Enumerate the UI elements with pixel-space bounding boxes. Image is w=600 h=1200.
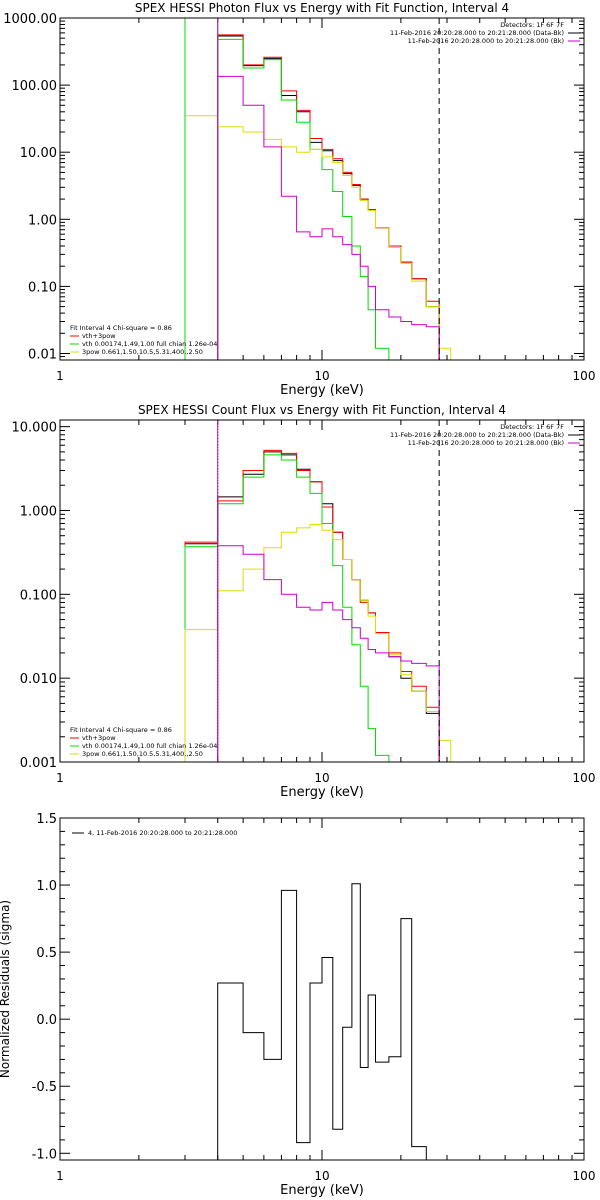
- y-tick-label: 1.00: [28, 213, 57, 228]
- series-line-4: [184, 524, 465, 762]
- x-tick-label: 10: [314, 1169, 329, 1183]
- series-group: [184, 34, 465, 360]
- legend-fit-text: 3pow 0.661,1.50,10.5,5.31,400.,2.50: [82, 348, 203, 356]
- y-tick-label: 0.01: [28, 347, 57, 362]
- y-tick-label: 0.100: [20, 588, 57, 603]
- series-line-4: [184, 115, 465, 360]
- series-line-2: [217, 34, 440, 360]
- legend-fit-text: vth 0.00174,1.49,1.00 full chian 1.26e-0…: [82, 340, 217, 348]
- legend-top-text: Detectors: 1F 6F 7F: [500, 423, 564, 431]
- legend-top-text: 11-Feb-2016 20:20:28.000 to 20:21:28.000…: [408, 439, 564, 447]
- legend-fit-text: Fit Interval 4 Chi-square = 0.86: [70, 726, 172, 734]
- x-axis-ticks: [59, 818, 585, 1160]
- y-axis-ticks: [60, 426, 584, 763]
- y-tick-label: 0.0: [36, 1013, 57, 1028]
- x-axis-ticks: [59, 18, 585, 360]
- x-axis-label: Energy (keV): [280, 785, 364, 800]
- x-tick-label: 100: [573, 1169, 596, 1183]
- y-tick-label: 1.0: [36, 879, 57, 894]
- y-tick-label: 1000.00: [3, 12, 57, 27]
- y-tick-label: 0.10: [28, 280, 57, 295]
- legend-top-text: 11-Feb-2016 20:20:28.000 to 20:21:28.000…: [390, 431, 564, 439]
- chart-panel-1: SPEX HESSI Photon Flux vs Energy with Fi…: [3, 1, 595, 398]
- x-axis-label: Energy (keV): [280, 1183, 364, 1198]
- y-tick-label: 0.010: [20, 672, 57, 687]
- series-group: [217, 883, 427, 1160]
- chart-panel-2: SPEX HESSI Count Flux vs Energy with Fit…: [12, 403, 596, 800]
- legend-top-text: Detectors: 1F 6F 7F: [500, 21, 564, 29]
- y-tick-label: -0.5: [32, 1080, 57, 1095]
- x-tick-label: 100: [573, 771, 596, 785]
- y-tick-label: 10.00: [20, 146, 57, 161]
- y-axis-label: Normalized Residuals (sigma): [0, 900, 12, 1078]
- plot-frame: [59, 419, 585, 763]
- legend-fit-text: vth 0.00174,1.49,1.00 full chian 1.26e-0…: [82, 742, 217, 750]
- legend-top-text: 11-Feb-2016 20:20:28.000 to 20:21:28.000…: [390, 29, 564, 37]
- chart-title: SPEX HESSI Count Flux vs Energy with Fit…: [138, 403, 506, 417]
- x-tick-label: 1: [56, 771, 64, 785]
- chart-title: SPEX HESSI Photon Flux vs Energy with Fi…: [135, 1, 509, 15]
- plot-frame: [59, 817, 585, 1161]
- x-axis-ticks: [59, 420, 585, 762]
- y-tick-label: 100.00: [12, 79, 58, 94]
- y-tick-label: 10.000: [12, 421, 58, 436]
- legend-fit-text: vth+3pow: [82, 332, 116, 340]
- series-line-1: [184, 451, 440, 762]
- series-group: [184, 449, 465, 762]
- series-line-3: [184, 454, 390, 762]
- y-tick-label: -1.0: [32, 1147, 57, 1162]
- series-line-3: [217, 38, 390, 360]
- series-line-5: [217, 545, 440, 762]
- chart-panel-3: 1 10 100 1.5 1.0 0.5 0.0 -0.5 -1.0 Energy (keV) No…: [0, 812, 595, 1198]
- y-tick-label: 0.001: [20, 756, 57, 771]
- x-tick-label: 10: [314, 369, 329, 383]
- x-tick-label: 100: [573, 369, 596, 383]
- y-tick-label: 1.5: [36, 812, 57, 827]
- x-tick-label: 1: [56, 369, 64, 383]
- legend-fit-text: vth+3pow: [82, 734, 116, 742]
- y-axis-ticks: [60, 20, 584, 361]
- x-tick-label: 10: [314, 771, 329, 785]
- series-line-5: [217, 75, 440, 360]
- series-line-1: [217, 883, 427, 1160]
- legend-text: 4, 11-Feb-2016 20:20:28.000 to 20:21:28.…: [88, 829, 237, 837]
- legend-fit-text: 3pow 0.661,1.50,10.5,5.31,400.,2.50: [82, 750, 203, 758]
- x-tick-label: 1: [56, 1169, 64, 1183]
- y-tick-label: 1.000: [20, 504, 57, 519]
- legend-fit-text: Fit Interval 4 Chi-square = 0.86: [70, 324, 172, 332]
- legend-top-text: 11-Feb-2016 20:20:28.000 to 20:21:28.000…: [408, 37, 564, 45]
- y-axis-ticks: [60, 817, 584, 1154]
- y-tick-label: 0.5: [36, 946, 57, 961]
- x-axis-label: Energy (keV): [280, 383, 364, 398]
- plot-frame: [59, 17, 585, 361]
- series-line-1: [217, 35, 440, 360]
